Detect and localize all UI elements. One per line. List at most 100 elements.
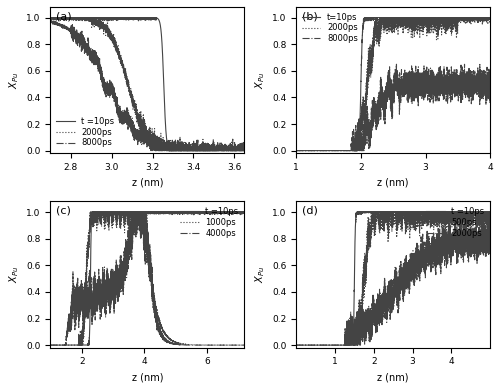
500ps: [293, 343, 299, 347]
8000ps: [394, 62, 400, 67]
2000ps: [384, 298, 390, 302]
2000ps: [82, 16, 88, 21]
t=10ps: [368, 15, 374, 20]
Y-axis label: $X_{Pu}$: $X_{Pu}$: [253, 266, 266, 283]
t =10ps: [48, 15, 54, 20]
8000ps: [192, 146, 198, 151]
Line: t =10ps: t =10ps: [50, 212, 254, 345]
Text: (d): (d): [302, 206, 318, 216]
2000ps: [368, 50, 374, 55]
500ps: [384, 210, 390, 214]
4000ps: [58, 343, 64, 347]
4000ps: [121, 267, 127, 272]
8000ps: [453, 87, 459, 92]
Text: (a): (a): [56, 11, 72, 21]
X-axis label: z (nm): z (nm): [378, 372, 409, 382]
Legend: t =10ps, 1000ps, 4000ps: t =10ps, 1000ps, 4000ps: [179, 206, 240, 239]
Line: 8000ps: 8000ps: [50, 20, 244, 151]
t =10ps: [354, 210, 360, 214]
2000ps: [438, 15, 444, 20]
Text: (b): (b): [302, 11, 318, 21]
500ps: [340, 343, 346, 347]
500ps: [342, 343, 348, 347]
2000ps: [122, 72, 128, 77]
4000ps: [209, 343, 215, 347]
t =10ps: [176, 210, 182, 214]
t=10ps: [453, 15, 459, 20]
t =10ps: [209, 210, 215, 214]
8000ps: [207, 144, 213, 149]
4000ps: [130, 210, 136, 214]
500ps: [368, 210, 374, 214]
Legend: t=10ps, 2000ps, 8000ps: t=10ps, 2000ps, 8000ps: [300, 11, 360, 45]
t=10ps: [362, 15, 368, 20]
8000ps: [242, 145, 248, 150]
500ps: [370, 210, 376, 214]
8000ps: [48, 18, 54, 23]
t =10ps: [494, 210, 500, 215]
t =10ps: [48, 343, 54, 347]
t =10ps: [495, 210, 500, 215]
500ps: [494, 210, 500, 214]
2000ps: [342, 343, 348, 347]
2000ps: [341, 343, 347, 347]
1000ps: [121, 210, 127, 215]
Line: 2000ps: 2000ps: [296, 217, 498, 345]
2000ps: [495, 249, 500, 253]
500ps: [495, 217, 500, 222]
t =10ps: [122, 15, 128, 20]
500ps: [341, 343, 347, 347]
8000ps: [328, 148, 334, 153]
2000ps: [453, 26, 459, 31]
t=10ps: [293, 148, 299, 153]
t =10ps: [85, 343, 91, 347]
t =10ps: [207, 148, 213, 152]
t =10ps: [341, 343, 347, 347]
Line: t =10ps: t =10ps: [50, 18, 244, 151]
X-axis label: z (nm): z (nm): [132, 372, 163, 382]
Legend: t =10ps, 500ps, 2000ps: t =10ps, 500ps, 2000ps: [424, 206, 486, 239]
Legend: t =10ps, 2000ps, 8000ps: t =10ps, 2000ps, 8000ps: [54, 116, 116, 149]
Line: 1000ps: 1000ps: [50, 212, 254, 345]
2000ps: [487, 18, 493, 22]
t =10ps: [82, 15, 88, 20]
Line: 4000ps: 4000ps: [50, 212, 254, 345]
t =10ps: [192, 148, 198, 152]
t =10ps: [198, 211, 204, 216]
4000ps: [198, 343, 204, 347]
8000ps: [48, 19, 54, 24]
t =10ps: [166, 148, 172, 153]
8000ps: [293, 148, 299, 153]
1000ps: [176, 341, 182, 346]
t=10ps: [438, 15, 444, 20]
t =10ps: [242, 148, 248, 153]
1000ps: [198, 343, 204, 347]
1000ps: [168, 337, 174, 342]
4000ps: [176, 342, 182, 347]
1000ps: [48, 343, 54, 347]
Line: t =10ps: t =10ps: [296, 212, 498, 345]
2000ps: [372, 15, 378, 20]
8000ps: [164, 148, 170, 153]
X-axis label: z (nm): z (nm): [378, 177, 409, 187]
Line: t=10ps: t=10ps: [296, 18, 490, 151]
2000ps: [293, 148, 299, 153]
2000ps: [207, 148, 213, 153]
t=10ps: [420, 15, 426, 20]
t =10ps: [58, 343, 64, 347]
t=10ps: [352, 148, 358, 153]
4000ps: [48, 343, 54, 347]
1000ps: [88, 210, 94, 214]
1000ps: [58, 343, 64, 347]
4000ps: [251, 343, 257, 347]
t =10ps: [251, 210, 257, 215]
8000ps: [420, 93, 426, 97]
8000ps: [82, 44, 88, 49]
2000ps: [48, 15, 54, 20]
t=10ps: [410, 15, 416, 20]
Line: 500ps: 500ps: [296, 212, 498, 345]
Line: 2000ps: 2000ps: [50, 18, 244, 151]
t=10ps: [328, 148, 334, 153]
2000ps: [192, 148, 198, 153]
X-axis label: z (nm): z (nm): [132, 177, 163, 187]
